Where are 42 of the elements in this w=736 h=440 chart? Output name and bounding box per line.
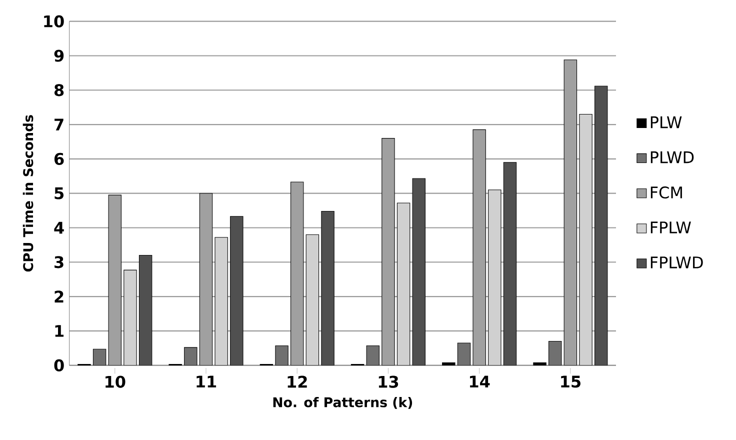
y-tick-label: 9 [54,50,64,62]
bar [594,86,608,366]
bar [396,202,410,366]
y-tick-label: 1 [55,325,64,337]
y-tick-label: 0 [54,359,64,372]
bar [214,237,228,366]
y-axis-title: CPU Time in Seconds [22,115,34,272]
bar [92,348,106,366]
y-tick-label: 6 [54,152,64,165]
y-tick-label: 3 [54,256,64,268]
bar [124,270,137,366]
x-tick-label: 12 [288,376,307,388]
bar [548,340,562,366]
x-tick-label: 13 [378,376,398,388]
y-tick-label: 7 [54,118,64,130]
legend-label: FCM [650,186,682,198]
y-tick-label: 5 [54,187,64,200]
legend-label: FPLW [650,222,691,234]
bar [275,345,288,366]
bar [503,162,517,366]
bar [457,342,471,366]
bar [321,210,334,366]
y-tick-label: 4 [54,222,64,234]
y-tick-label: 10 [44,15,64,28]
legend-label: PLWD [650,151,694,164]
bar [184,347,198,366]
bar [138,254,152,366]
y-tick-label: 8 [54,84,64,96]
x-axis-title: No. of Patterns (k) [273,396,412,409]
legend-label: FPLWD [650,256,703,268]
bar [488,190,502,366]
x-tick-label: 11 [196,376,216,388]
bar [230,216,244,366]
bar [306,234,320,366]
legend-label: PLW [650,116,682,128]
bar [412,178,426,366]
x-tick-label: 14 [470,376,490,388]
x-tick-label: 15 [561,376,580,388]
bar [366,345,380,366]
bar [579,114,592,366]
x-tick-label: 10 [106,376,126,388]
y-tick-label: 2 [54,290,64,302]
